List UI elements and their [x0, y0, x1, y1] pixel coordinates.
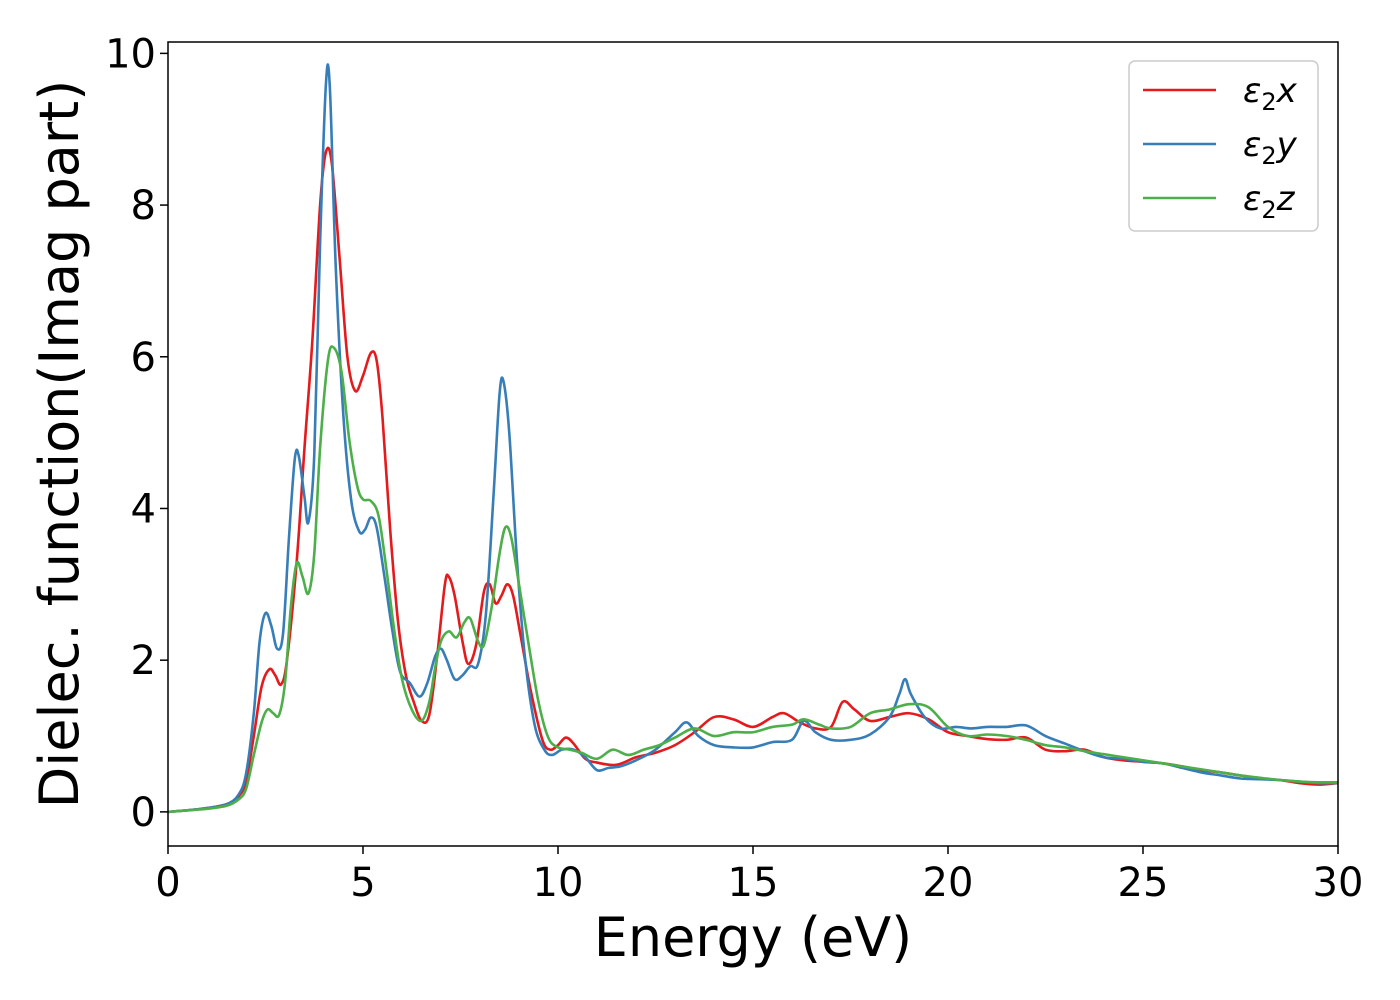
legend-label-2: ε2y	[1243, 125, 1298, 170]
x-tick-label: 30	[1313, 860, 1364, 906]
x-tick-label: 20	[923, 860, 974, 906]
series-line-1	[167, 146, 1339, 814]
x-axis-label: Energy (eV)	[594, 906, 913, 969]
y-tick-label: 10	[105, 31, 156, 77]
y-axis: 0 2 4 6 8 10	[105, 31, 168, 836]
x-tick-label: 15	[728, 860, 779, 906]
y-tick-label: 6	[131, 335, 156, 381]
y-tick-label: 8	[131, 183, 156, 229]
legend: ε2x ε2y ε2z	[1128, 60, 1319, 232]
y-tick-label: 2	[131, 638, 156, 684]
x-tick-label: 10	[533, 860, 584, 906]
x-tick-label: 0	[155, 860, 180, 906]
plot-lines	[167, 63, 1339, 814]
legend-box	[1128, 60, 1319, 232]
x-tick-label: 25	[1118, 860, 1169, 906]
x-tick-label: 5	[350, 860, 375, 906]
y-tick-label: 0	[131, 790, 156, 836]
series-line-3	[167, 345, 1339, 814]
series-line-2	[167, 63, 1339, 814]
y-axis-label: Dielec. function(Imag part)	[28, 80, 91, 809]
y-tick-label: 4	[131, 486, 156, 532]
legend-label-3: ε2z	[1243, 179, 1296, 224]
x-axis: 0 5 10 15 20 25 30	[155, 846, 1363, 906]
legend-label-1: ε2x	[1243, 71, 1298, 116]
